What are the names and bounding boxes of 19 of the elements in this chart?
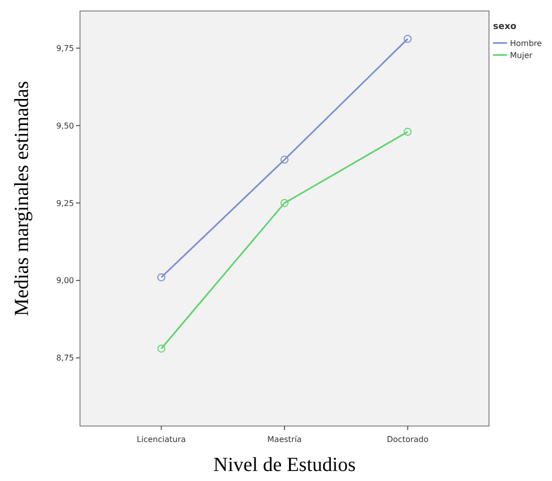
point (404, 34, 412, 43)
x-tick-label: Maestría (267, 435, 302, 444)
y-tick-label: 9,00 (56, 276, 74, 286)
y-tick-label: 9,25 (56, 198, 74, 208)
point (157, 344, 166, 353)
y-tick-label: 9,75 (56, 44, 74, 53)
legend-label: Mujer (510, 50, 534, 60)
x-tick-label: Doctorado (386, 435, 429, 444)
y-tick-label: 8,75 (56, 354, 74, 363)
point (157, 273, 166, 282)
legend-title: sexo (493, 22, 516, 32)
point (280, 156, 288, 164)
point (404, 128, 412, 136)
x-tick-label: Licenciatura (136, 435, 186, 444)
legend-label: Hombre (510, 38, 542, 48)
x-axis-title: Nivel de Estudios (213, 454, 356, 476)
y-tick-label: 9,50 (56, 121, 74, 130)
y-axis-title: Medias marginales estimadas (11, 80, 33, 316)
point (280, 199, 288, 208)
